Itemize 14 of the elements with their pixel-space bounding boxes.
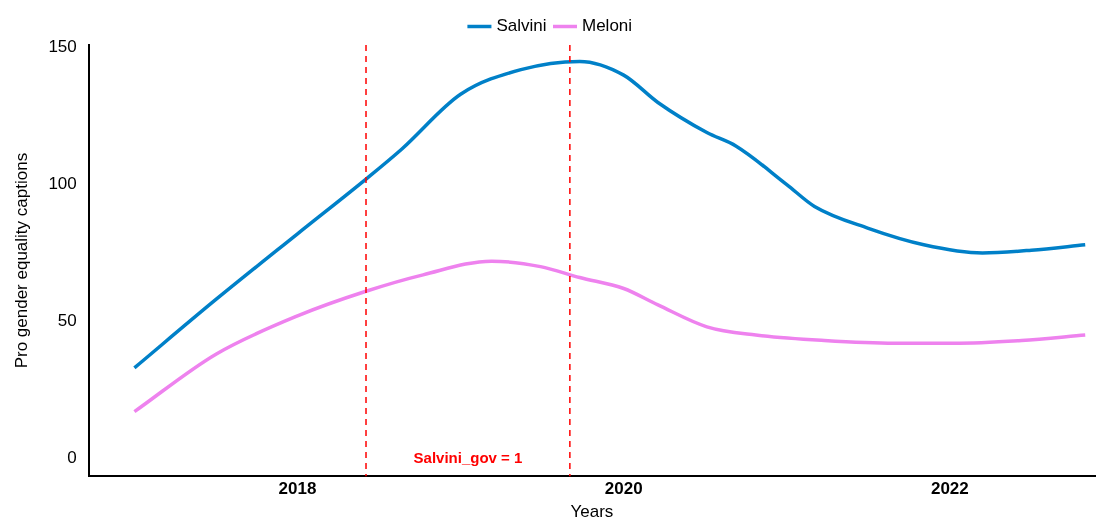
y-axis-title: Pro gender equality captions [11, 152, 31, 369]
line-series [132, 59, 1087, 370]
y-tick-label: 100 [48, 174, 77, 194]
y-tick-label: 150 [48, 37, 77, 57]
x-axis-title: Years [570, 502, 614, 522]
x-tick-label: 2018 [278, 479, 317, 499]
x-tick-label: 2022 [930, 479, 969, 499]
line-series [132, 259, 1087, 414]
legend-label: Salvini [496, 16, 547, 36]
annotation: Salvini_gov = 1 [413, 449, 523, 467]
x-tick-label: 2020 [604, 479, 643, 499]
legend-label: Meloni [582, 16, 633, 36]
y-tick-label: 0 [67, 447, 77, 467]
y-tick-label: 50 [57, 311, 77, 331]
